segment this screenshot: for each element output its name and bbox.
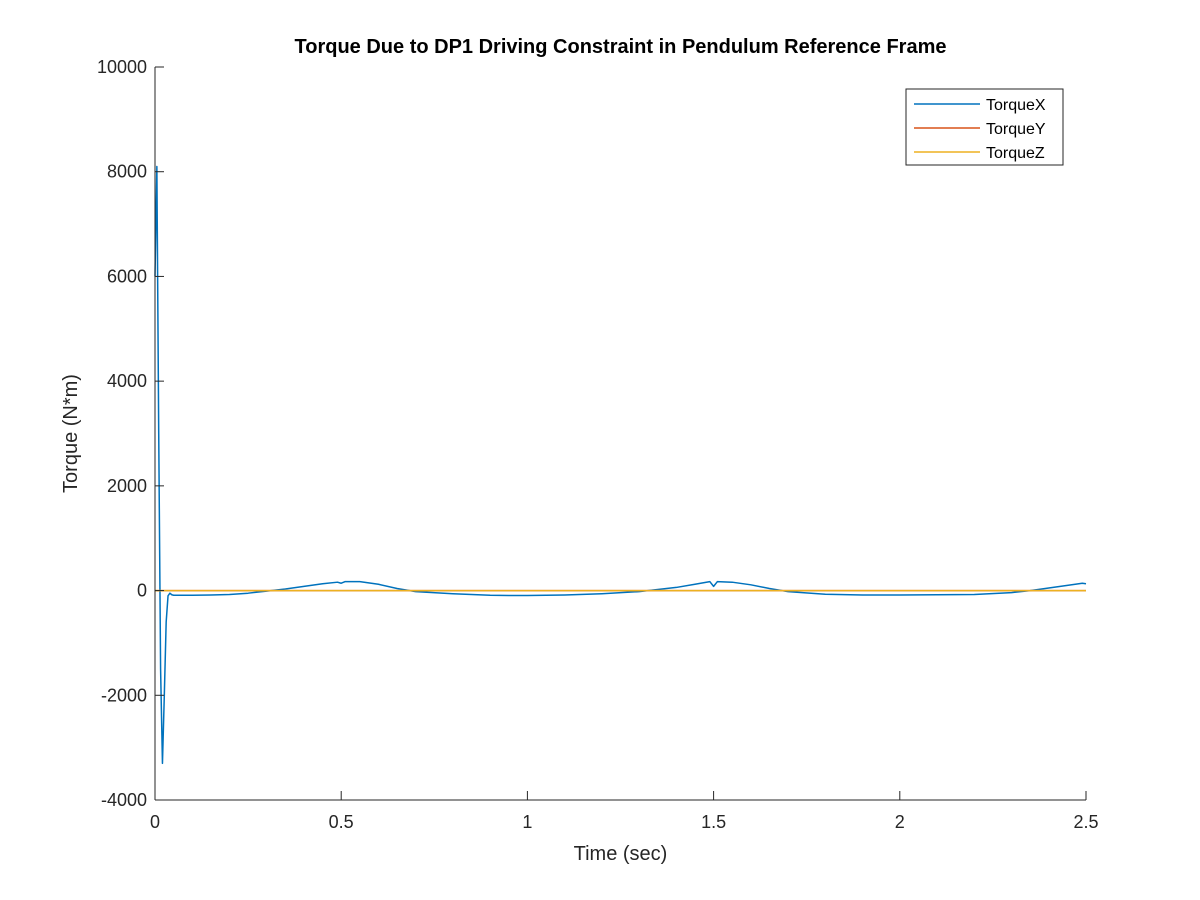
legend: TorqueX TorqueY TorqueZ <box>905 88 1064 166</box>
legend-items: TorqueX TorqueY TorqueZ <box>914 97 1046 162</box>
x-tick-label: 2 <box>895 812 905 832</box>
legend-label: TorqueX <box>986 97 1046 114</box>
x-tick-label: 2.5 <box>1073 812 1098 832</box>
y-axis-label: Torque (N*m) <box>60 374 82 493</box>
x-axis-label: Time (sec) <box>574 843 668 865</box>
y-tick-label: -4000 <box>101 790 147 810</box>
y-tick-label: -2000 <box>101 685 147 705</box>
y-tick-label: 10000 <box>97 57 147 77</box>
series-layer <box>154 165 1087 765</box>
x-tick-label: 1 <box>522 812 532 832</box>
series-line-torquex <box>154 165 1087 765</box>
x-tick-label: 0 <box>150 812 160 832</box>
y-tick-label: 2000 <box>107 476 147 496</box>
y-tick-label: 0 <box>137 581 147 601</box>
x-tick-label: 0.5 <box>329 812 354 832</box>
y-tick-label: 4000 <box>107 371 147 391</box>
chart-title: Torque Due to DP1 Driving Constraint in … <box>295 36 947 58</box>
legend-label: TorqueY <box>986 121 1046 138</box>
plot-area <box>155 67 1086 800</box>
y-ticks: -4000 -2000 0 2000 4000 6000 8000 10000 <box>97 57 164 810</box>
y-tick-label: 8000 <box>107 162 147 182</box>
x-ticks: 0 0.5 1 1.5 2 2.5 <box>150 791 1099 832</box>
x-tick-label: 1.5 <box>701 812 726 832</box>
legend-label: TorqueZ <box>986 145 1045 162</box>
y-tick-label: 6000 <box>107 266 147 286</box>
axes-layer <box>154 67 1086 801</box>
